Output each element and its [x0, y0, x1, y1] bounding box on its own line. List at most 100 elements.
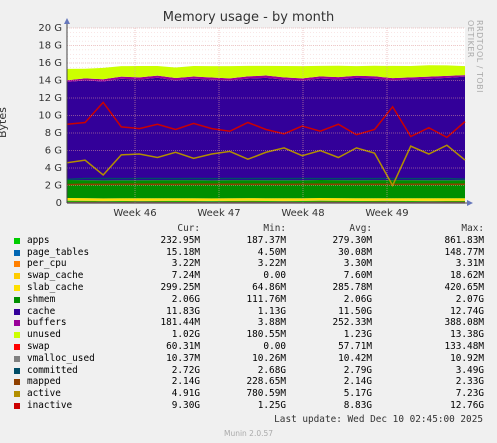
legend-max: 2.07G — [455, 293, 484, 305]
legend-avg: 3.30M — [343, 258, 372, 270]
legend-name: page_tables — [27, 246, 90, 258]
y-tick-label: 8 G — [45, 128, 62, 139]
legend-row-active: active 4.91G 780.59M 5.17G 7.23G — [12, 388, 492, 400]
y-tick-label: 12 G — [38, 93, 62, 104]
legend-min: 0.00 — [263, 270, 286, 282]
legend-avg: 5.17G — [343, 388, 372, 400]
legend-avg: 11.50G — [338, 305, 372, 317]
legend-min: 180.55M — [246, 329, 286, 341]
legend-swatch — [14, 343, 20, 350]
legend-row-page-tables: page_tables 15.18M 4.50M 30.08M 148.77M — [12, 247, 492, 259]
legend-avg: 279.30M — [332, 234, 372, 246]
legend-swatch — [14, 402, 20, 409]
legend-swatch — [14, 237, 20, 244]
legend-max: 10.92M — [450, 352, 484, 364]
legend-row-per-cpu: per_cpu 3.22M 3.22M 3.30M 3.31M — [12, 258, 492, 270]
header-max: Max: — [461, 223, 484, 234]
area-unused — [67, 65, 465, 81]
legend-name: shmem — [27, 293, 56, 305]
legend-min: 64.86M — [252, 281, 286, 293]
legend-name: active — [27, 388, 61, 400]
legend-swatch — [14, 273, 20, 280]
legend-avg: 1.23G — [343, 329, 372, 341]
legend-swatch — [14, 367, 20, 374]
y-tick-label: 20 G — [38, 23, 62, 34]
legend-avg: 285.78M — [332, 281, 372, 293]
y-tick-label: 18 G — [38, 41, 62, 52]
legend-cur: 10.37M — [166, 352, 200, 364]
area-shmem — [67, 179, 465, 199]
legend-swatch — [14, 320, 20, 327]
y-tick-label: 10 G — [38, 111, 62, 122]
legend-max: 3.31M — [455, 258, 484, 270]
legend-swatch — [14, 391, 20, 398]
legend-row-apps: apps 232.95M 187.37M 279.30M 861.83M — [12, 235, 492, 247]
legend-swatch — [14, 355, 20, 362]
legend-min: 10.26M — [252, 352, 286, 364]
legend-row-cache: cache 11.83G 1.13G 11.50G 12.74G — [12, 306, 492, 318]
legend-header: Cur: Min: Avg: Max: — [12, 223, 492, 235]
x-tick-label: Week 46 — [113, 208, 156, 219]
y-axis-arrow — [64, 18, 70, 24]
legend-cur: 299.25M — [160, 281, 200, 293]
legend-swatch — [14, 308, 20, 315]
x-tick-label: Week 47 — [197, 208, 240, 219]
memory-chart: 0 2 G 4 G 6 G 8 G 10 G 12 G 14 G 16 G 18 G 20 G Wee… — [38, 18, 473, 219]
line-committed — [66, 177, 466, 181]
legend-max: 12.74G — [450, 305, 484, 317]
y-tick-label: 4 G — [45, 163, 62, 174]
legend-name: slab_cache — [27, 281, 84, 293]
legend-cur: 181.44M — [160, 317, 200, 329]
legend-cur: 2.14G — [171, 376, 200, 388]
legend-min: 4.50M — [257, 246, 286, 258]
legend-max: 420.65M — [444, 281, 484, 293]
line-inactive — [66, 101, 466, 139]
legend-min: 2.68G — [257, 364, 286, 376]
legend-name: vmalloc_used — [27, 352, 95, 364]
legend-cur: 3.22M — [171, 258, 200, 270]
legend-avg: 2.79G — [343, 364, 372, 376]
x-axis-arrow — [467, 200, 473, 206]
legend-name: buffers — [27, 317, 67, 329]
legend-cur: 2.06G — [171, 293, 200, 305]
legend-row-swap: swap 60.31M 0.00 57.71M 133.48M — [12, 341, 492, 353]
chart-title: Memory usage - by month — [162, 10, 335, 25]
legend-name: inactive — [27, 399, 73, 411]
area-slab-cache — [67, 198, 465, 201]
legend-swatch — [14, 332, 20, 339]
legend-name: unused — [27, 329, 61, 341]
legend-min: 228.65M — [246, 376, 286, 388]
legend-cur: 60.31M — [166, 340, 200, 352]
legend-swatch — [14, 249, 20, 256]
legend-row-swap-cache: swap_cache 7.24M 0.00 7.60M 18.62M — [12, 270, 492, 282]
legend-cur: 15.18M — [166, 246, 200, 258]
legend-cur: 2.72G — [171, 364, 200, 376]
legend-max: 13.38G — [450, 329, 484, 341]
legend-min: 111.76M — [246, 293, 286, 305]
legend-min: 1.13G — [257, 305, 286, 317]
munin-version-footer: Munin 2.0.57 — [223, 429, 274, 438]
area-buttons — [67, 75, 465, 82]
legend-cur: 4.91G — [171, 388, 200, 400]
last-update-text: Last update: Wed Dec 10 02:45:00 2025 — [274, 414, 483, 425]
line-active — [66, 144, 466, 188]
legend-avg: 252.33M — [332, 317, 372, 329]
legend-min: 0.00 — [263, 340, 286, 352]
legend-max: 2.33G — [455, 376, 484, 388]
legend-max: 133.48M — [444, 340, 484, 352]
legend-name: cache — [27, 305, 56, 317]
legend-avg: 2.06G — [343, 293, 372, 305]
legend-swatch — [14, 261, 20, 268]
legend-row-committed: committed 2.72G 2.68G 2.79G 3.49G — [12, 365, 492, 377]
legend-min: 780.59M — [246, 388, 286, 400]
x-tick-label: Week 48 — [281, 208, 324, 219]
legend-name: per_cpu — [27, 258, 67, 270]
legend-cur: 1.02G — [171, 329, 200, 341]
legend-min: 3.88M — [257, 317, 286, 329]
legend-table: Cur: Min: Avg: Max: apps 232.95M 187.37M 27… — [12, 223, 492, 412]
legend-swatch — [14, 296, 20, 303]
legend-avg: 57.71M — [338, 340, 372, 352]
legend-min: 3.22M — [257, 258, 286, 270]
legend-row-inactive: inactive 9.30G 1.25G 8.83G 12.76G — [12, 400, 492, 412]
